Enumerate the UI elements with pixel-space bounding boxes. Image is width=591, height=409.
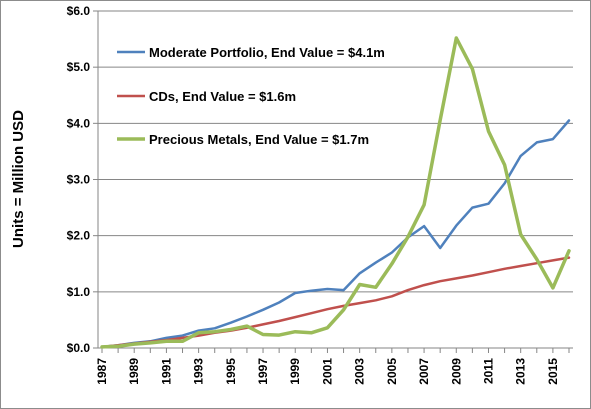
y-axis-ticks: $0.0 $1.0 $2.0 $3.0 $4.0 $5.0 $6.0 — [67, 4, 91, 355]
x-tick-label: 2013 — [514, 358, 528, 385]
x-tick-label: 1999 — [288, 358, 302, 385]
y-axis-title: Units = Million USD — [10, 110, 27, 248]
series-line-3 — [100, 36, 571, 349]
y-tick-label: $4.0 — [67, 116, 91, 130]
x-tick-label: 2007 — [417, 358, 431, 385]
x-tick-label: 1989 — [127, 358, 141, 385]
legend-label-3: Precious Metals, End Value = $1.7m — [149, 132, 369, 147]
x-tick-label: 1991 — [159, 358, 173, 385]
series-line-2 — [100, 256, 571, 349]
x-tick-label: 2015 — [546, 358, 560, 385]
y-tick-label: $6.0 — [67, 4, 91, 18]
x-tick-label: 2003 — [353, 358, 367, 385]
y-tick-label: $0.0 — [67, 341, 91, 355]
x-tick-label: 2011 — [481, 358, 495, 384]
gridlines — [98, 10, 573, 293]
y-tick-label: $1.0 — [67, 285, 91, 299]
series-line-1 — [100, 119, 571, 349]
legend: Moderate Portfolio, End Value = $4.1m CDs… — [117, 45, 385, 147]
x-tick-label: 1987 — [95, 358, 109, 385]
legend-label-1: Moderate Portfolio, End Value = $4.1m — [149, 45, 385, 60]
x-tick-label: 2005 — [385, 358, 399, 385]
y-tick-label: $2.0 — [67, 229, 91, 243]
y-tick-label: $5.0 — [67, 60, 91, 74]
y-tick-label: $3.0 — [67, 173, 91, 187]
x-tick-label: 1995 — [224, 358, 238, 385]
axes — [93, 10, 573, 353]
x-tick-label: 1993 — [192, 358, 206, 385]
x-tick-label: 2009 — [449, 358, 463, 385]
x-tick-label: 1997 — [256, 358, 270, 385]
x-tick-label: 2001 — [320, 358, 334, 385]
legend-label-2: CDs, End Value = $1.6m — [149, 89, 296, 104]
series-lines — [100, 36, 571, 349]
x-axis-ticks: 1987 1989 1991 1993 1995 1997 1999 2001 2003 2005… — [95, 358, 560, 385]
